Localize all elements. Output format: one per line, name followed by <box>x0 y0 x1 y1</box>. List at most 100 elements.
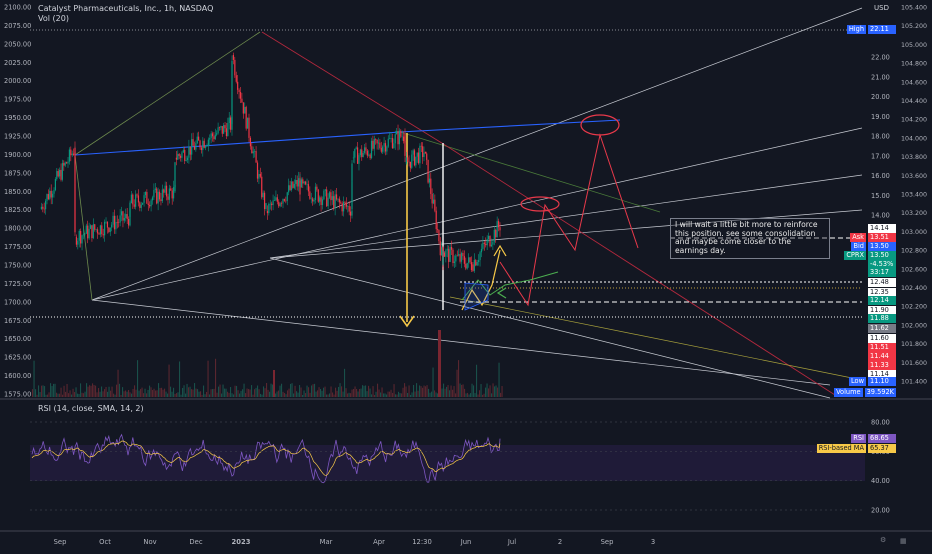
volume-bar <box>255 387 257 397</box>
volume-bar <box>246 388 248 397</box>
candle-body <box>497 221 500 228</box>
volume-bar <box>369 388 371 397</box>
volume-bar <box>87 386 89 397</box>
candle-body <box>323 190 325 200</box>
volume-bar <box>384 393 386 397</box>
candle-body <box>40 206 42 210</box>
far-right-axis-tick-label: 102.600 <box>901 266 927 273</box>
volume-bar <box>153 388 155 397</box>
volume-bar <box>204 394 206 397</box>
candle-body <box>309 191 311 199</box>
candle-body <box>455 255 457 262</box>
volume-bar <box>290 383 292 397</box>
volume-bar <box>150 387 152 397</box>
settings-icon[interactable]: ⚙ <box>880 536 887 544</box>
candle-body <box>139 202 141 208</box>
left-axis-tick-label: 1575.00 <box>4 391 31 399</box>
left-axis-tick-label: 2025.00 <box>4 59 31 67</box>
price-tag-value: 39.592K <box>864 388 896 397</box>
volume-bar <box>258 389 260 397</box>
symbol-title[interactable]: Catalyst Pharmaceuticals, Inc., 1h, NASD… <box>38 4 214 13</box>
candle-body <box>354 148 356 158</box>
volume-bar <box>80 383 82 397</box>
volume-bar <box>474 393 476 397</box>
candle-body <box>189 146 191 155</box>
volume-bar <box>372 386 374 397</box>
volume-bar <box>203 385 205 397</box>
volume-bar <box>380 392 382 397</box>
volume-bar <box>252 394 254 397</box>
annotation-note[interactable]: I will wait a little bit more to reinfor… <box>670 218 830 259</box>
volume-bar <box>410 394 412 397</box>
volume-bar <box>393 384 395 397</box>
volume-bar <box>174 393 176 397</box>
volume-indicator-label[interactable]: Vol (20) <box>38 14 69 23</box>
candle-body <box>295 179 297 184</box>
volume-bar <box>494 386 496 397</box>
candle-body <box>328 192 331 198</box>
volume-bar <box>291 383 293 397</box>
candle-body <box>199 140 201 148</box>
volume-bar <box>354 386 356 397</box>
candle-body <box>449 246 451 262</box>
volume-bar <box>146 393 148 397</box>
candle-body <box>389 138 391 139</box>
volume-bar <box>189 386 191 397</box>
candle-body <box>372 140 374 149</box>
candle-body <box>499 227 501 231</box>
candle-body <box>355 147 357 149</box>
candle-body <box>362 152 364 158</box>
volume-bar <box>170 386 172 397</box>
chart-header: Catalyst Pharmaceuticals, Inc., 1h, NASD… <box>38 4 213 24</box>
volume-bar <box>341 386 343 397</box>
candle-body <box>480 248 483 253</box>
candle-body <box>46 194 48 201</box>
volume-bar <box>269 391 271 397</box>
volume-bar <box>236 385 238 397</box>
volume-bar <box>345 388 347 397</box>
volume-bar <box>398 391 400 397</box>
candle-body <box>120 211 123 216</box>
candle-body <box>231 91 233 125</box>
volume-bar <box>65 391 67 397</box>
volume-bar <box>470 393 472 397</box>
left-axis-tick-label: 1650.00 <box>4 335 31 343</box>
left-axis-tick-label: 2050.00 <box>4 40 31 48</box>
volume-bar <box>74 392 76 397</box>
volume-bar <box>500 392 502 397</box>
volume-bar <box>260 393 262 397</box>
volume-bar <box>101 386 103 397</box>
candle-body <box>405 157 407 164</box>
volume-bar <box>497 387 499 397</box>
trend-line <box>399 119 621 133</box>
candle-body <box>54 179 56 191</box>
candle-body <box>196 136 198 144</box>
candle-body <box>282 199 284 204</box>
candle-body <box>306 184 308 185</box>
volume-bar <box>113 393 115 397</box>
candle-body <box>218 127 221 128</box>
volume-bar <box>120 394 122 397</box>
candle-body <box>106 221 109 228</box>
volume-bar <box>404 383 406 397</box>
volume-bar <box>215 358 217 397</box>
calendar-icon[interactable]: ▦ <box>900 537 907 545</box>
candle-body <box>370 140 373 159</box>
candle-body <box>133 204 135 207</box>
left-axis-tick-label: 1750.00 <box>4 262 31 270</box>
candle-body <box>56 171 58 180</box>
volume-bar <box>237 390 239 397</box>
rsi-indicator-label[interactable]: RSI (14, close, SMA, 14, 2) <box>38 404 144 413</box>
candle-body <box>337 198 339 200</box>
candle-body <box>288 185 290 193</box>
volume-bar <box>275 393 277 397</box>
volume-bar <box>140 389 142 397</box>
candle-body <box>351 210 353 216</box>
candle-body <box>237 81 239 90</box>
candle-body <box>368 154 370 156</box>
candle-body <box>465 263 467 269</box>
volume-spike-bar <box>438 330 441 397</box>
candle-body <box>45 200 47 210</box>
volume-bar <box>453 386 455 397</box>
